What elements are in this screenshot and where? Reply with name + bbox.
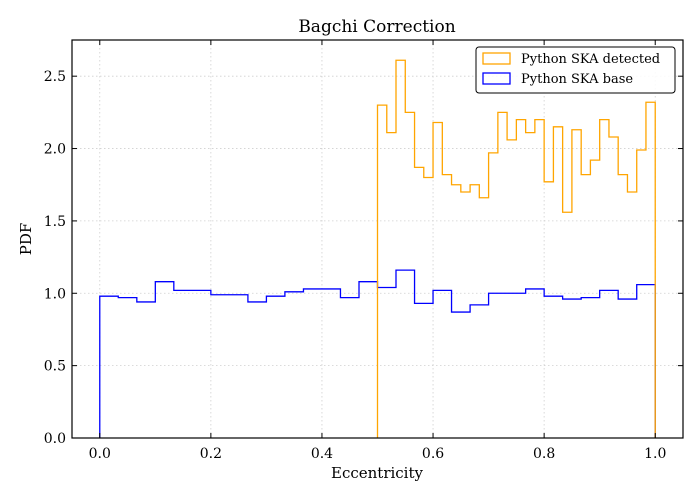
legend-box: [475, 46, 676, 94]
legend-swatch: [482, 52, 511, 65]
x-tick-label: 1.0: [644, 446, 666, 462]
legend-label: Python SKA base: [521, 72, 633, 87]
y-axis-label: PDF: [17, 223, 35, 256]
x-axis-label: Eccentricity: [331, 464, 424, 482]
axis-ticks: [72, 40, 683, 439]
chart-title: Bagchi Correction: [298, 17, 455, 37]
y-tick-label: 1.5: [44, 214, 66, 230]
y-tick-label: 2.0: [44, 142, 66, 158]
x-tick-label: 0.0: [89, 446, 111, 462]
series-python-ska-detected: [376, 59, 656, 438]
plot-frame: [71, 39, 684, 439]
legend-swatch: [482, 72, 511, 85]
x-tick-label: 0.2: [200, 446, 222, 462]
y-tick-label: 0.5: [44, 359, 66, 375]
x-tick-label: 0.6: [422, 446, 444, 462]
y-tick-label: 1.0: [44, 286, 66, 302]
x-tick-label: 0.8: [533, 446, 555, 462]
legend: Python SKA detected Python SKA base: [475, 46, 676, 94]
y-tick-label: 0.0: [44, 431, 66, 447]
series-python-ska-base: [99, 269, 656, 438]
axis-tick-labels: 0.0 0.2 0.4 0.6 0.8 1.0 0.0 0.5 1.0 1.5 2.0 2.5: [44, 69, 667, 462]
x-tick-label: 0.4: [311, 446, 333, 462]
legend-label: Python SKA detected: [521, 52, 660, 67]
y-tick-label: 2.5: [44, 69, 66, 85]
data-series: [99, 59, 656, 438]
